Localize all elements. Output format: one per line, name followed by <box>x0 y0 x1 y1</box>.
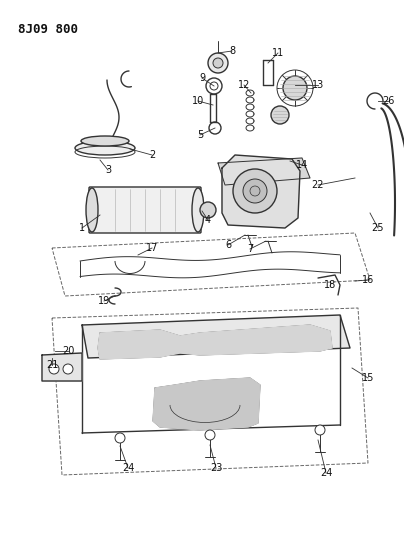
Text: 17: 17 <box>146 243 158 253</box>
FancyBboxPatch shape <box>89 187 201 233</box>
Text: 20: 20 <box>62 346 74 356</box>
Text: 6: 6 <box>225 240 231 250</box>
Polygon shape <box>42 353 82 381</box>
Text: 7: 7 <box>247 244 253 254</box>
Text: 11: 11 <box>272 48 284 58</box>
Text: 24: 24 <box>320 468 332 478</box>
Circle shape <box>205 430 215 440</box>
Text: 8: 8 <box>229 46 235 56</box>
Text: 19: 19 <box>98 296 110 306</box>
Polygon shape <box>218 158 310 185</box>
Text: 23: 23 <box>210 463 222 473</box>
Ellipse shape <box>200 202 216 218</box>
Text: 13: 13 <box>312 80 324 90</box>
Text: 1: 1 <box>79 223 85 233</box>
Circle shape <box>250 186 260 196</box>
Circle shape <box>271 106 289 124</box>
Text: 24: 24 <box>122 463 134 473</box>
Text: 3: 3 <box>105 165 111 175</box>
Polygon shape <box>82 315 350 358</box>
Circle shape <box>233 169 277 213</box>
Text: 5: 5 <box>197 130 203 140</box>
Text: 26: 26 <box>382 96 394 106</box>
Circle shape <box>49 364 59 374</box>
Text: 21: 21 <box>46 360 58 370</box>
Text: 4: 4 <box>205 215 211 225</box>
Text: 18: 18 <box>324 280 336 290</box>
Circle shape <box>208 53 228 73</box>
Circle shape <box>63 364 73 374</box>
Text: 2: 2 <box>149 150 155 160</box>
Text: 12: 12 <box>238 80 250 90</box>
Text: 10: 10 <box>192 96 204 106</box>
Text: 22: 22 <box>312 180 324 190</box>
Text: 25: 25 <box>372 223 384 233</box>
Ellipse shape <box>86 188 98 232</box>
Ellipse shape <box>75 141 135 155</box>
Circle shape <box>243 179 267 203</box>
Circle shape <box>283 76 307 100</box>
Text: 14: 14 <box>296 160 308 170</box>
Polygon shape <box>98 325 332 359</box>
Ellipse shape <box>81 136 129 146</box>
Text: 9: 9 <box>199 73 205 83</box>
Text: 16: 16 <box>362 275 374 285</box>
Circle shape <box>315 425 325 435</box>
Ellipse shape <box>192 188 204 232</box>
Polygon shape <box>153 378 260 430</box>
Circle shape <box>213 58 223 68</box>
Text: 15: 15 <box>362 373 374 383</box>
Polygon shape <box>222 155 300 228</box>
Circle shape <box>115 433 125 443</box>
Text: 8J09 800: 8J09 800 <box>18 23 78 36</box>
